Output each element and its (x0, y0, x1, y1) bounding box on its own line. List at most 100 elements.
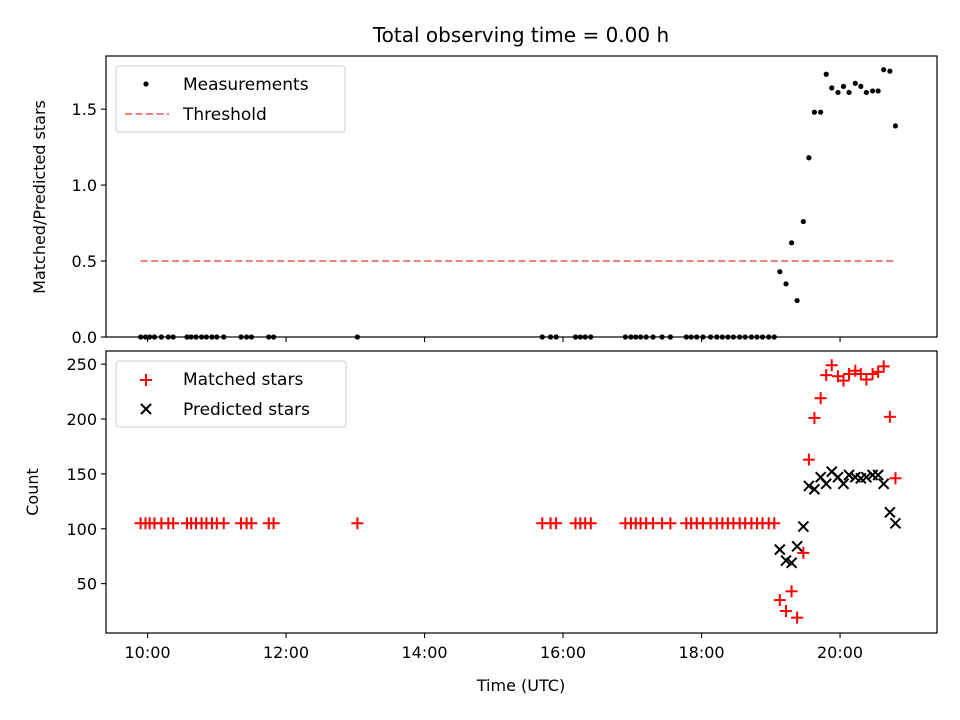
matched-stars-point (167, 517, 180, 530)
matched-stars-point (664, 517, 677, 530)
matched-stars-point (550, 517, 563, 530)
measurement-point (270, 334, 277, 340)
matched-stars-point (785, 585, 798, 598)
predicted-stars-point (889, 517, 902, 529)
measurement-point (811, 109, 818, 115)
measurement-point (667, 334, 673, 340)
bottom-legend: Matched stars Predicted stars (115, 360, 347, 428)
measurement-point (650, 334, 656, 340)
measurement-point (683, 334, 689, 340)
matched-stars-point (780, 605, 793, 618)
bottom-panel: 50 100 150 200 250 10:00 12:00 14:00 16:00 18:00… (23, 350, 938, 695)
top-y-axis-label: Matched/Predicted stars (30, 100, 49, 294)
measurement-point (659, 334, 665, 340)
top-y-tick-label: 0.0 (72, 328, 97, 347)
measurement-point (572, 334, 579, 340)
bottom-x-tick-label: 20:00 (817, 643, 863, 662)
matched-stars-point (814, 392, 827, 405)
matched-stars-point (889, 472, 902, 485)
measurement-point (887, 68, 893, 74)
measurement-point (818, 109, 824, 115)
predicted-stars-point (803, 480, 815, 492)
matched-stars-point (843, 368, 856, 381)
top-legend-box (115, 65, 346, 133)
measurement-point (577, 334, 583, 340)
matched-stars-point (825, 359, 838, 372)
bottom-x-tick-label: 10:00 (124, 643, 170, 662)
measurement-point (737, 334, 743, 340)
legend-predicted-label: Predicted stars (183, 400, 310, 420)
matched-stars-point (808, 411, 821, 424)
predicted-stars-point (843, 469, 855, 481)
measurement-point (248, 334, 255, 340)
chart-title: Total observing time = 0.00 h (372, 23, 669, 47)
measurement-point (748, 334, 755, 340)
matched-stars-point (854, 368, 867, 381)
matched-stars-point (860, 373, 873, 386)
measurement-point (863, 89, 869, 96)
measurement-point (243, 334, 250, 340)
measurement-point (766, 334, 772, 340)
measurement-point (892, 123, 899, 129)
predicted-stars-point (808, 483, 821, 495)
bottom-legend-box (115, 360, 347, 428)
predicted-stars-point (872, 469, 884, 481)
measurement-point (707, 334, 714, 340)
measurement-point (783, 281, 789, 287)
measurement-point (214, 334, 220, 340)
measurement-point (165, 334, 171, 340)
measurement-point (771, 334, 777, 340)
predicted-stars-point (877, 478, 890, 490)
measurement-point (852, 80, 858, 86)
measurement-point (266, 334, 272, 340)
measurement-point (875, 88, 881, 94)
measurement-point (694, 334, 700, 340)
predicted-stars-point (774, 543, 786, 556)
top-y-tick-label: 1.0 (72, 176, 97, 195)
matched-stars-point (797, 546, 810, 559)
measurement-point (730, 334, 737, 340)
matched-stars-point (837, 374, 850, 387)
matched-stars-point (773, 594, 786, 607)
top-legend: Measurements Threshold (115, 65, 346, 133)
measurement-point (742, 334, 748, 340)
measurement-point (754, 334, 760, 340)
matched-stars-point (883, 410, 896, 423)
bottom-x-tick-label: 18:00 (678, 643, 724, 662)
legend-measurements-marker (143, 81, 149, 87)
measurement-point (638, 334, 644, 340)
matched-stars-point (351, 517, 364, 530)
top-data-marks (138, 67, 899, 340)
measurement-point (869, 88, 876, 94)
legend-threshold-label: Threshold (182, 105, 267, 125)
top-y-tick-label: 0.5 (72, 252, 97, 271)
matched-stars-point (877, 360, 890, 373)
measurement-point (643, 334, 649, 340)
bottom-x-tick-label: 16:00 (540, 643, 586, 662)
bottom-y-tick-label: 200 (66, 410, 97, 429)
measurement-point (806, 155, 812, 161)
bottom-y-tick-label: 50 (77, 575, 97, 594)
measurement-point (547, 334, 554, 340)
measurement-point (170, 334, 176, 340)
legend-measurements-label: Measurements (183, 75, 309, 95)
measurement-point (714, 334, 720, 340)
bottom-y-tick-label: 150 (66, 465, 97, 484)
measurement-point (829, 85, 835, 91)
measurement-point (151, 334, 158, 340)
measurement-point (138, 334, 144, 340)
matched-stars-point (584, 517, 597, 530)
matched-stars-point (802, 453, 815, 466)
measurement-point (198, 334, 205, 340)
measurement-point (203, 334, 210, 340)
predicted-stars-point (785, 557, 798, 569)
legend-matched-marker (140, 374, 152, 386)
predicted-stars-point (791, 540, 803, 553)
measurement-point (846, 89, 852, 96)
measurement-point (354, 334, 360, 340)
measurement-point (688, 334, 694, 340)
predicted-stars-point (820, 478, 832, 490)
matched-stars-point (768, 517, 781, 530)
measurement-point (788, 240, 795, 246)
measurement-point (759, 334, 766, 340)
